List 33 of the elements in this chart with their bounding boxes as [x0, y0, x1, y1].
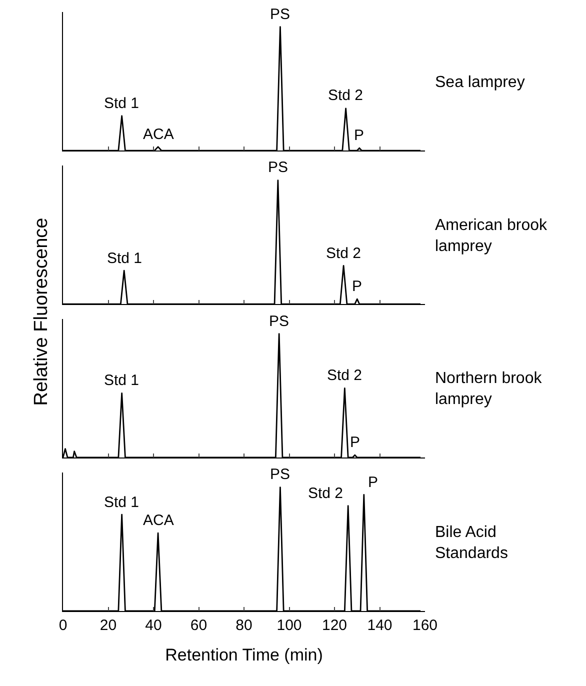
annotation: Std 1: [104, 494, 140, 511]
annotation: PS: [270, 466, 290, 483]
text: Sea lamprey: [435, 74, 525, 91]
annotation: P: [354, 127, 364, 144]
annotation: ACA: [143, 126, 174, 143]
x-tick-label: 160: [412, 617, 438, 634]
annotation: PS: [269, 313, 290, 330]
text: American brook lamprey: [435, 217, 548, 255]
x-tick-label: 20: [100, 617, 117, 634]
x-tick-label: 80: [236, 617, 252, 634]
annotation: Std 1: [107, 250, 142, 267]
annotation: P: [350, 434, 360, 451]
annotation: P: [368, 474, 378, 491]
annotation: Std 2: [308, 485, 344, 502]
annotation: Std 2: [328, 87, 364, 104]
x-axis-title: Retention Time (min): [165, 645, 323, 664]
text: Northern brook lamprey: [435, 370, 543, 408]
annotation: P: [352, 278, 362, 295]
x-tick-label: 100: [276, 617, 302, 634]
x-tick-label: 40: [145, 617, 162, 634]
y-axis-title: Relative Fluorescence: [30, 218, 52, 406]
annotation: Std 2: [327, 367, 362, 384]
x-tick-label: 0: [58, 617, 68, 634]
text: Bile Acid Standards: [435, 524, 508, 562]
x-tick-label: 140: [367, 617, 392, 634]
annotation: Std 1: [104, 372, 140, 389]
annotation: ACA: [143, 512, 174, 529]
annotation: Std 1: [104, 95, 140, 112]
annotation: Std 2: [326, 245, 362, 262]
x-tick-label: 60: [190, 617, 208, 634]
annotation: PS: [270, 6, 290, 23]
annotation: PS: [268, 159, 288, 176]
x-tick-label: 120: [322, 617, 348, 634]
